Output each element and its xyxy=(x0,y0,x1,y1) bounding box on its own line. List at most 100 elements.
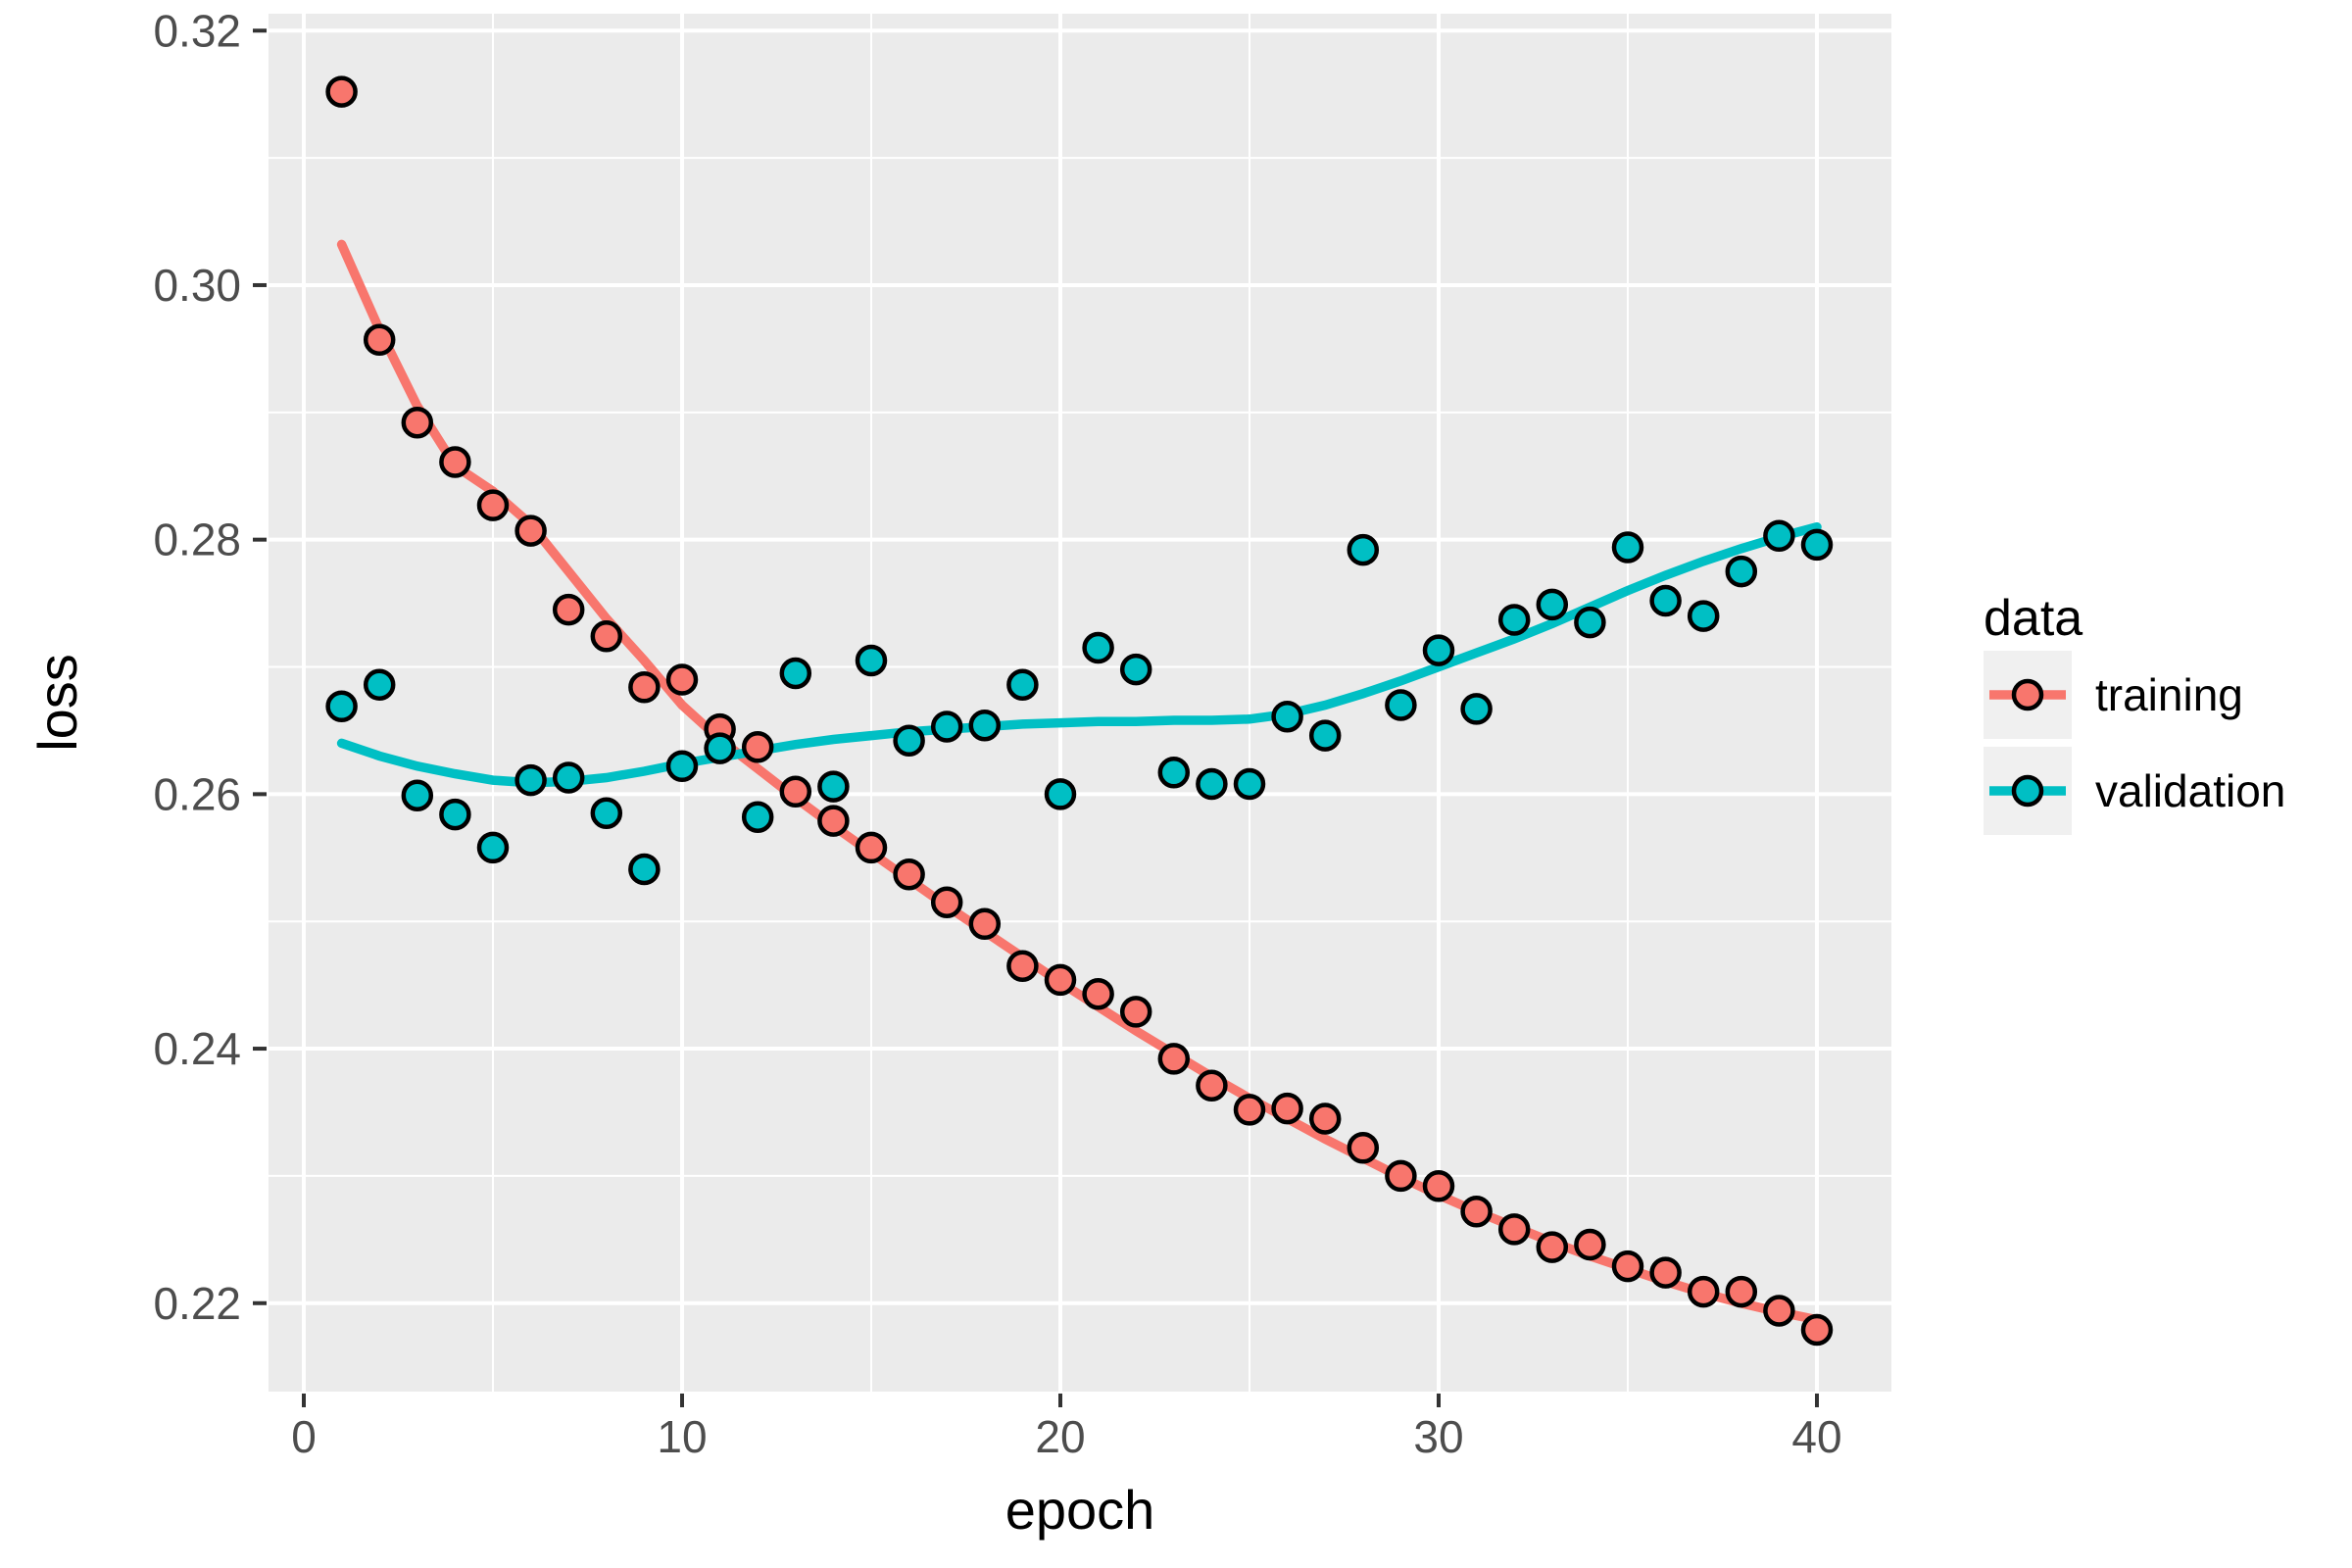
training-point xyxy=(476,489,510,521)
validation-smooth-line xyxy=(336,521,1822,788)
validation-point xyxy=(552,761,585,794)
legend-key-point xyxy=(2011,774,2044,808)
training-point xyxy=(325,75,358,108)
validation-point xyxy=(628,853,661,886)
training-point xyxy=(1422,1170,1455,1202)
validation-point xyxy=(1082,631,1114,664)
training-point xyxy=(590,620,623,653)
legend-key-layer xyxy=(1984,651,2072,835)
training-point xyxy=(1385,1159,1417,1193)
validation-point xyxy=(1725,555,1758,588)
validation-point xyxy=(1460,693,1493,725)
validation-point xyxy=(514,763,547,797)
training-point xyxy=(1611,1250,1644,1283)
validation-point xyxy=(665,750,699,783)
training-points xyxy=(325,75,1834,1347)
training-point xyxy=(893,858,925,891)
validation-point xyxy=(1385,689,1417,721)
validation-points xyxy=(325,519,1834,886)
training-point xyxy=(930,886,963,918)
x-tick-label: 20 xyxy=(1035,1411,1085,1462)
y-axis-title: loss xyxy=(26,654,88,752)
training-point xyxy=(1308,1102,1342,1135)
training-point xyxy=(1763,1295,1795,1327)
training-point xyxy=(1497,1213,1531,1246)
legend-key-point xyxy=(2011,678,2044,711)
validation-point xyxy=(893,724,925,758)
validation-point xyxy=(1119,653,1152,686)
legend-label-validation: validation xyxy=(2095,765,2285,816)
validation-point xyxy=(1422,634,1455,666)
validation-point xyxy=(704,732,736,764)
training-point xyxy=(741,731,774,763)
validation-point xyxy=(1687,600,1720,632)
validation-point xyxy=(1536,588,1569,621)
training-point xyxy=(1233,1094,1266,1126)
validation-point xyxy=(817,770,850,803)
training-point xyxy=(363,323,396,357)
validation-point xyxy=(1800,528,1834,562)
training-point xyxy=(855,831,888,864)
training-point xyxy=(401,406,434,439)
training-point xyxy=(665,663,699,696)
training-point xyxy=(552,593,585,626)
validation-point xyxy=(1308,719,1342,752)
x-tick-label: 10 xyxy=(657,1411,707,1462)
x-tick-label: 30 xyxy=(1413,1411,1463,1462)
training-point xyxy=(1044,963,1077,997)
training-point xyxy=(1157,1043,1191,1075)
training-point xyxy=(1006,950,1039,982)
training-point xyxy=(628,671,661,704)
x-axis-title: epoch xyxy=(1005,1479,1155,1541)
training-point xyxy=(1347,1132,1380,1164)
training-smooth-line xyxy=(336,239,1822,1325)
plot-panel-layer xyxy=(269,14,1891,1392)
training-point xyxy=(968,907,1002,941)
training-point xyxy=(514,514,547,547)
validation-point xyxy=(1044,778,1077,810)
y-tick-label: 0.24 xyxy=(153,1023,241,1074)
training-point xyxy=(1574,1228,1606,1261)
validation-point xyxy=(1649,584,1682,617)
axis-tick-layer: 0.22 0.24 0.26 0.28 0.30 0.32 0 10 20 30 40 xyxy=(153,5,1841,1462)
validation-point xyxy=(930,710,963,743)
panel-background xyxy=(269,14,1891,1392)
training-point xyxy=(1800,1313,1834,1347)
training-point xyxy=(1271,1092,1303,1125)
validation-point xyxy=(855,644,888,677)
validation-point xyxy=(1157,757,1191,789)
y-tick-label: 0.22 xyxy=(153,1278,241,1329)
validation-point xyxy=(1611,531,1644,564)
validation-point xyxy=(325,690,358,723)
validation-point xyxy=(1233,767,1266,801)
validation-point xyxy=(1763,519,1795,553)
validation-point xyxy=(363,668,396,701)
validation-point xyxy=(1497,604,1531,636)
training-point xyxy=(1460,1196,1493,1228)
validation-point xyxy=(401,779,434,811)
validation-point xyxy=(1006,668,1039,701)
training-point xyxy=(1649,1256,1682,1289)
validation-point xyxy=(1271,700,1303,733)
training-point xyxy=(439,446,471,478)
validation-point xyxy=(439,798,471,831)
training-point xyxy=(1687,1275,1720,1308)
validation-point xyxy=(779,657,812,690)
training-point xyxy=(1119,996,1152,1028)
training-point xyxy=(1536,1231,1569,1263)
training-point xyxy=(1196,1069,1228,1102)
legend-title: data xyxy=(1984,590,2082,647)
validation-point xyxy=(741,801,774,833)
training-point xyxy=(817,805,850,837)
x-tick-label: 40 xyxy=(1791,1411,1841,1462)
y-tick-label: 0.28 xyxy=(153,514,241,565)
validation-point xyxy=(1347,533,1380,566)
y-tick-label: 0.26 xyxy=(153,768,241,819)
y-tick-label: 0.30 xyxy=(153,260,241,311)
training-point xyxy=(1082,977,1114,1010)
validation-point xyxy=(1196,767,1228,801)
validation-point xyxy=(590,797,623,830)
validation-point xyxy=(968,709,1002,742)
